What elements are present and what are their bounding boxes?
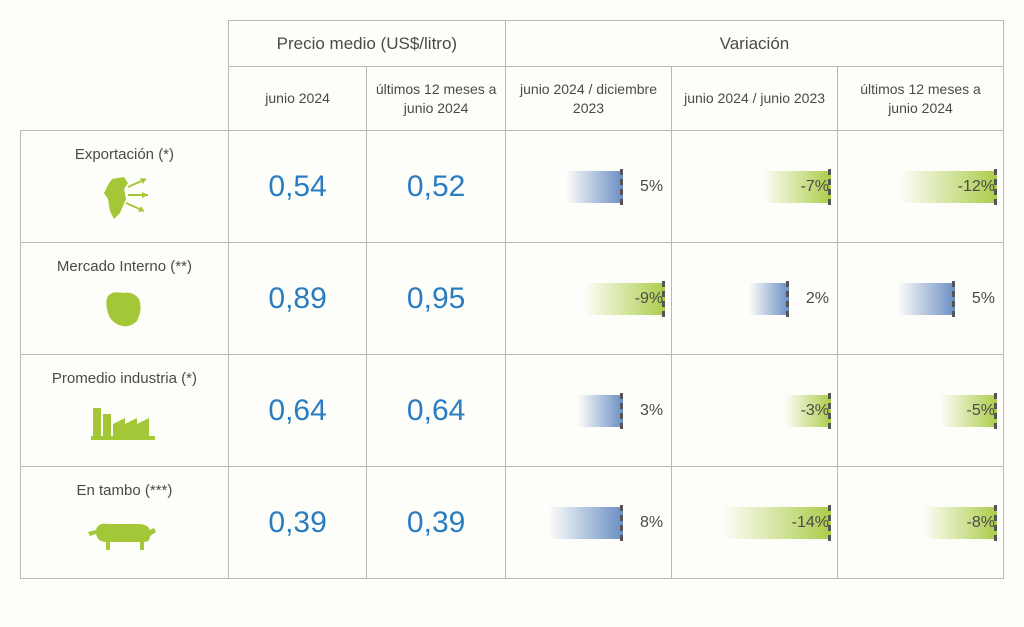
variation-bar: 5% [512, 171, 665, 203]
variation-cell-var2: -14% [672, 467, 838, 579]
price-junio2024: 0,39 [228, 467, 367, 579]
variation-bar: 8% [512, 507, 665, 539]
variation-value: 5% [640, 178, 665, 196]
bar-positive [566, 171, 623, 203]
variation-bar: -5% [844, 395, 997, 427]
variation-bar: -9% [512, 283, 665, 315]
price-ultimos12: 0,52 [367, 131, 506, 243]
subheader-ultimos12: últimos 12 meses a junio 2024 [367, 67, 506, 131]
row-label-cell: Mercado Interno (**) [21, 243, 229, 355]
price-ultimos12: 0,95 [367, 243, 506, 355]
blank-header-2 [21, 67, 229, 131]
variation-cell-var1: 8% [505, 467, 671, 579]
bar-endline [952, 281, 955, 317]
price-ultimos12: 0,39 [367, 467, 506, 579]
subheader-var1: junio 2024 / diciembre 2023 [505, 67, 671, 131]
export-icon [27, 169, 222, 227]
subheader-junio2024: junio 2024 [228, 67, 367, 131]
price-ultimos12: 0,64 [367, 355, 506, 467]
variation-cell-var3: -5% [838, 355, 1004, 467]
variation-cell-var2: 2% [672, 243, 838, 355]
row-label: Exportación (*) [27, 146, 222, 163]
price-variation-table: Precio medio (US$/litro) Variación junio… [20, 20, 1004, 579]
table-row: Exportación (*) 0,540,52 5% -7% -12% [21, 131, 1004, 243]
variation-value: -7% [801, 178, 831, 196]
variation-value: -5% [967, 402, 997, 420]
bar-endline [786, 281, 789, 317]
subheader-var2: junio 2024 / junio 2023 [672, 67, 838, 131]
bar-positive [549, 507, 623, 539]
variation-bar: -8% [844, 507, 997, 539]
header-variacion: Variación [505, 21, 1003, 67]
price-junio2024: 0,64 [228, 355, 367, 467]
variation-cell-var3: 5% [838, 243, 1004, 355]
variation-value: 3% [640, 402, 665, 420]
variation-cell-var3: -8% [838, 467, 1004, 579]
uruguay-icon [27, 281, 222, 339]
factory-icon [27, 393, 222, 451]
table-row: En tambo (***) 0,390,39 8% -14% -8% [21, 467, 1004, 579]
variation-cell-var1: 5% [505, 131, 671, 243]
variation-cell-var1: 3% [505, 355, 671, 467]
variation-value: -9% [635, 290, 665, 308]
variation-value: -12% [958, 178, 997, 196]
bar-positive [898, 283, 955, 315]
variation-value: -8% [967, 514, 997, 532]
bar-endline [620, 169, 623, 205]
row-label: Mercado Interno (**) [27, 258, 222, 275]
table-row: Mercado Interno (**) 0,890,95 -9% 2% 5% [21, 243, 1004, 355]
bar-positive [749, 283, 789, 315]
variation-value: 5% [972, 290, 997, 308]
variation-value: -3% [801, 402, 831, 420]
header-precio-medio: Precio medio (US$/litro) [228, 21, 505, 67]
price-junio2024: 0,89 [228, 243, 367, 355]
variation-bar: 5% [844, 283, 997, 315]
bar-endline [620, 393, 623, 429]
variation-cell-var3: -12% [838, 131, 1004, 243]
variation-cell-var2: -7% [672, 131, 838, 243]
row-label-cell: En tambo (***) [21, 467, 229, 579]
variation-bar: 2% [678, 283, 831, 315]
variation-value: 8% [640, 514, 665, 532]
bar-endline [620, 505, 623, 541]
variation-value: -14% [792, 514, 831, 532]
variation-bar: -3% [678, 395, 831, 427]
blank-header [21, 21, 229, 67]
row-label: Promedio industria (*) [27, 370, 222, 387]
subheader-var3: últimos 12 meses a junio 2024 [838, 67, 1004, 131]
bar-positive [578, 395, 624, 427]
variation-value: 2% [806, 290, 831, 308]
row-label-cell: Promedio industria (*) [21, 355, 229, 467]
variation-bar: -14% [678, 507, 831, 539]
variation-cell-var2: -3% [672, 355, 838, 467]
table-row: Promedio industria (*) 0,640,64 3% -3% -5% [21, 355, 1004, 467]
cow-icon [27, 505, 222, 563]
variation-bar: -12% [844, 171, 997, 203]
variation-cell-var1: -9% [505, 243, 671, 355]
price-junio2024: 0,54 [228, 131, 367, 243]
variation-bar: -7% [678, 171, 831, 203]
variation-bar: 3% [512, 395, 665, 427]
row-label: En tambo (***) [27, 482, 222, 499]
row-label-cell: Exportación (*) [21, 131, 229, 243]
